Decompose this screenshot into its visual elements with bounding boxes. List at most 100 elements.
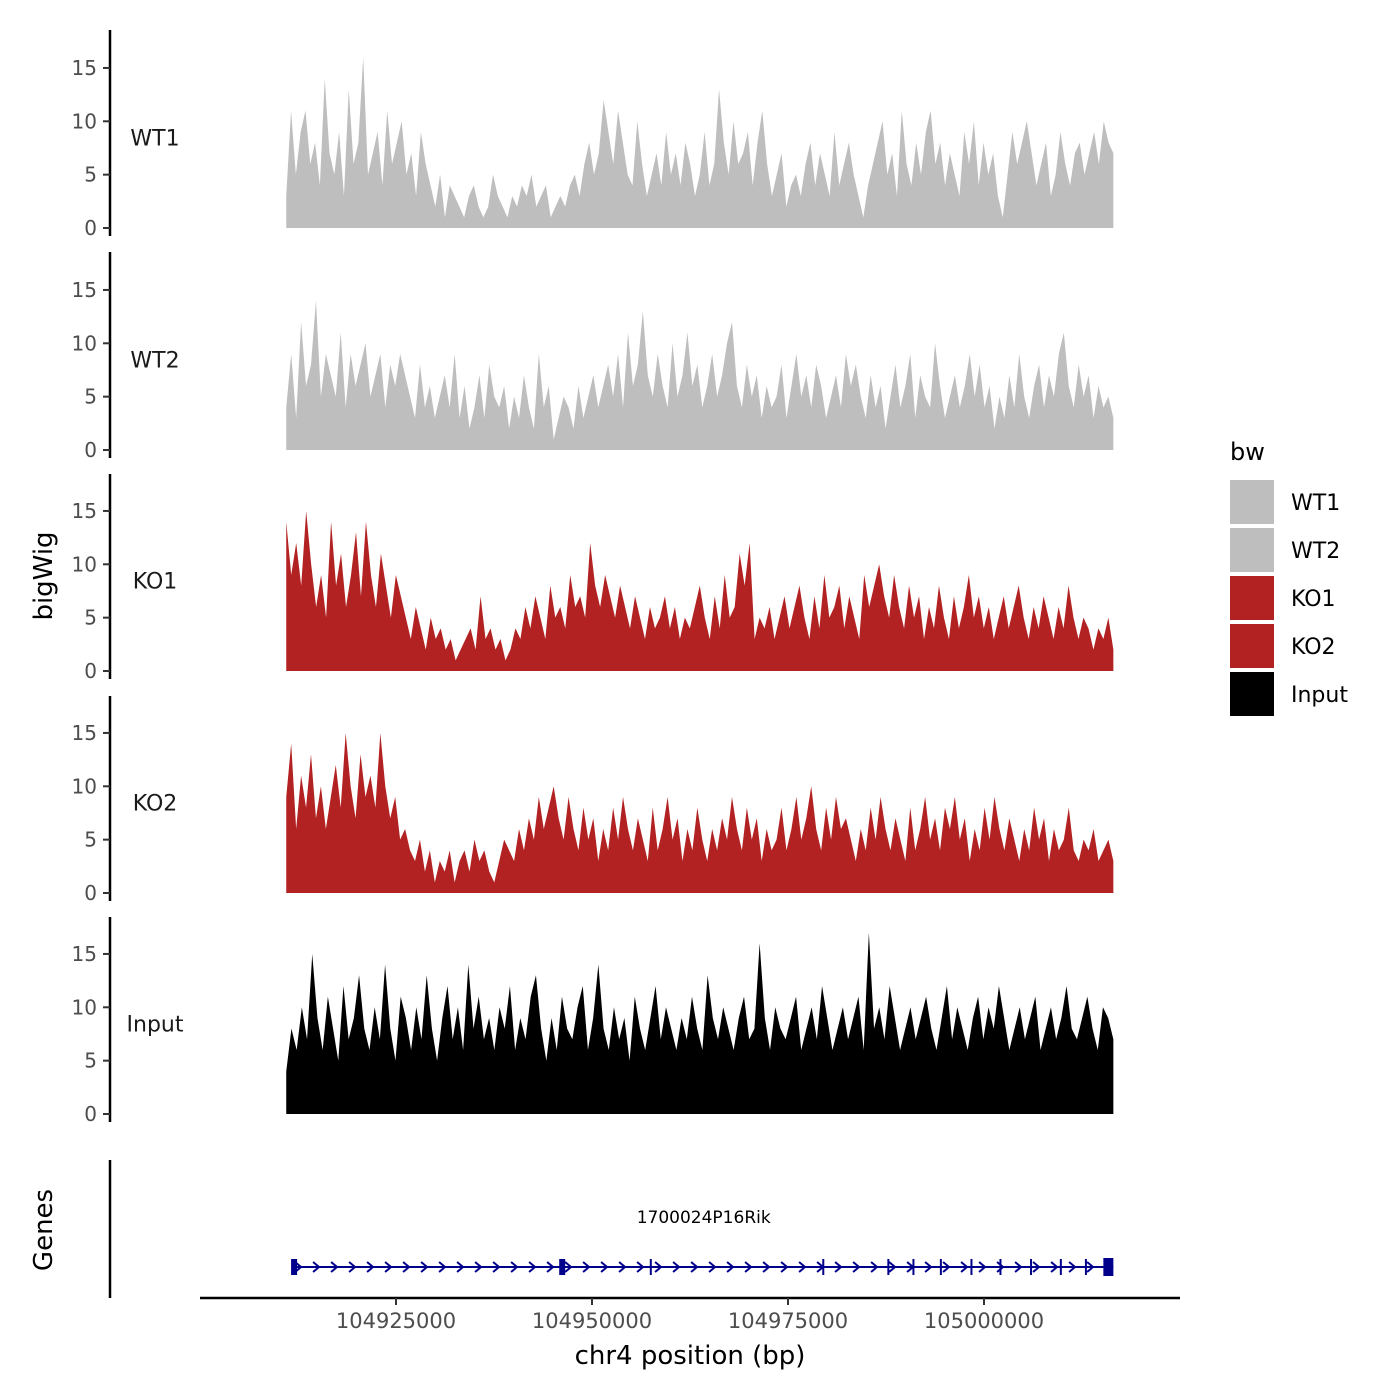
strand-arrow bbox=[420, 1261, 429, 1273]
gene-exon bbox=[649, 1259, 652, 1275]
legend-label-wt2: WT2 bbox=[1291, 539, 1340, 564]
track-label: Input bbox=[127, 1012, 184, 1037]
track-input: 0 5 10 15 Input bbox=[72, 917, 1114, 1126]
track-ko1: 0 5 10 15 KO1 bbox=[72, 474, 1114, 683]
strand-arrow bbox=[402, 1261, 411, 1273]
strand-arrow bbox=[870, 1261, 879, 1273]
strand-arrow bbox=[852, 1261, 861, 1273]
signal-area-ko1 bbox=[286, 510, 1114, 671]
strand-arrow bbox=[690, 1261, 699, 1273]
gene-exon bbox=[939, 1259, 942, 1275]
legend-key-wt2 bbox=[1230, 528, 1274, 572]
strand-arrow bbox=[636, 1261, 645, 1273]
strand-arrow bbox=[1050, 1261, 1059, 1273]
y-tick-label: 10 bbox=[72, 109, 97, 133]
track-label: KO1 bbox=[133, 569, 178, 594]
track-label: WT2 bbox=[130, 348, 179, 373]
strand-arrow bbox=[546, 1261, 555, 1273]
strand-arrow bbox=[780, 1261, 789, 1273]
y-tick-label: 10 bbox=[72, 331, 97, 355]
y-tick-label: 5 bbox=[84, 163, 97, 187]
y-tick-label: 0 bbox=[84, 659, 97, 683]
gene-exon bbox=[291, 1259, 298, 1275]
strand-arrow bbox=[798, 1261, 807, 1273]
signal-area-wt2 bbox=[286, 300, 1114, 450]
legend-label-ko2: KO2 bbox=[1291, 635, 1336, 660]
gene-exon bbox=[999, 1259, 1002, 1275]
strand-arrow bbox=[600, 1261, 609, 1273]
track-label: WT1 bbox=[130, 126, 179, 151]
x-axis-title: chr4 position (bp) bbox=[575, 1341, 806, 1371]
gene-exon bbox=[970, 1259, 973, 1275]
strand-arrow bbox=[654, 1261, 663, 1273]
y-tick-label: 0 bbox=[84, 216, 97, 240]
gene-exon-end bbox=[1103, 1258, 1114, 1276]
strand-arrow bbox=[726, 1261, 735, 1273]
signal-area-wt1 bbox=[286, 57, 1114, 228]
y-tick-label: 5 bbox=[84, 828, 97, 852]
x-tick-label: 104950000 bbox=[532, 1309, 652, 1333]
strand-arrow bbox=[330, 1261, 339, 1273]
genes-axis-title: Genes bbox=[29, 1189, 59, 1271]
strand-arrow bbox=[888, 1261, 897, 1273]
strand-arrow bbox=[564, 1261, 573, 1273]
strand-arrow bbox=[762, 1261, 771, 1273]
strand-arrow bbox=[492, 1261, 501, 1273]
gene-exon bbox=[1084, 1259, 1087, 1275]
strand-arrow bbox=[312, 1261, 321, 1273]
strand-arrow bbox=[1068, 1261, 1077, 1273]
y-tick-label: 10 bbox=[72, 774, 97, 798]
strand-arrow bbox=[384, 1261, 393, 1273]
y-tick-label: 15 bbox=[72, 278, 97, 302]
strand-arrow bbox=[834, 1261, 843, 1273]
strand-arrow bbox=[1086, 1261, 1095, 1273]
strand-arrow bbox=[1014, 1261, 1023, 1273]
y-tick-label: 10 bbox=[72, 995, 97, 1019]
strand-arrow bbox=[744, 1261, 753, 1273]
strand-arrow bbox=[924, 1261, 933, 1273]
gene-exon bbox=[1030, 1259, 1033, 1275]
track-wt2: 0 5 10 15 WT2 bbox=[72, 252, 1114, 462]
strand-arrow bbox=[672, 1261, 681, 1273]
gene-exon bbox=[822, 1259, 825, 1275]
strand-arrow bbox=[366, 1261, 375, 1273]
legend-key-wt1 bbox=[1230, 480, 1274, 524]
y-tick-label: 10 bbox=[72, 552, 97, 576]
x-tick-label: 105000000 bbox=[924, 1309, 1044, 1333]
strand-arrow bbox=[438, 1261, 447, 1273]
legend-title: bw bbox=[1230, 438, 1265, 466]
x-axis: 104925000 104950000 104975000 105000000 bbox=[200, 1296, 1180, 1333]
x-tick-label: 104925000 bbox=[336, 1309, 456, 1333]
track-ko2: 0 5 10 15 KO2 bbox=[72, 696, 1114, 905]
signal-area-input bbox=[286, 932, 1114, 1114]
strand-arrow bbox=[510, 1261, 519, 1273]
strand-arrow bbox=[348, 1261, 357, 1273]
strand-arrow bbox=[978, 1261, 987, 1273]
y-tick-label: 15 bbox=[72, 56, 97, 80]
y-tick-label: 15 bbox=[72, 942, 97, 966]
y-tick-label: 0 bbox=[84, 1102, 97, 1126]
y-tick-label: 5 bbox=[84, 1049, 97, 1073]
gene-exon bbox=[1059, 1259, 1062, 1275]
y-axis-title: bigWig bbox=[29, 531, 59, 620]
y-tick-label: 5 bbox=[84, 385, 97, 409]
legend-label-input: Input bbox=[1291, 683, 1348, 708]
strand-arrow bbox=[708, 1261, 717, 1273]
legend-key-input bbox=[1230, 672, 1274, 716]
strand-arrow bbox=[942, 1261, 951, 1273]
track-wt1: 0 5 10 15 WT1 bbox=[72, 30, 1114, 240]
y-tick-label: 0 bbox=[84, 881, 97, 905]
strand-arrow bbox=[1032, 1261, 1041, 1273]
track-label: KO2 bbox=[133, 791, 178, 816]
legend-key-ko2 bbox=[1230, 624, 1274, 668]
strand-arrow bbox=[960, 1261, 969, 1273]
strand-arrow bbox=[528, 1261, 537, 1273]
strand-arrow bbox=[996, 1261, 1005, 1273]
y-tick-label: 5 bbox=[84, 606, 97, 630]
signal-area-ko2 bbox=[286, 732, 1114, 893]
strand-arrow bbox=[582, 1261, 591, 1273]
strand-arrow bbox=[618, 1261, 627, 1273]
gene-track: 1700024P16Rik bbox=[108, 1160, 1114, 1298]
gene-exon bbox=[887, 1259, 890, 1275]
